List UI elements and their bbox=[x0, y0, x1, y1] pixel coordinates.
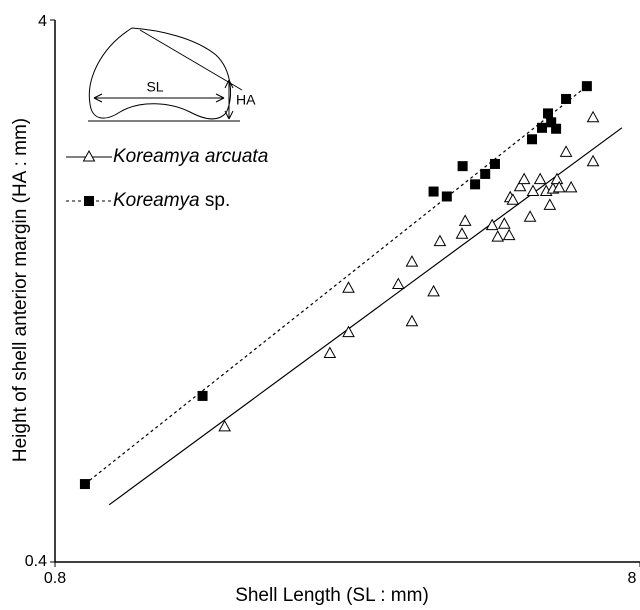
trend-line bbox=[108, 127, 623, 506]
data-point bbox=[405, 255, 419, 267]
data-point bbox=[480, 168, 491, 179]
data-point bbox=[564, 180, 578, 193]
trend-line bbox=[84, 85, 588, 485]
data-point bbox=[586, 110, 600, 123]
data-point bbox=[428, 186, 439, 197]
data-point bbox=[543, 198, 557, 210]
legend-label: Koreamya arcuata bbox=[113, 146, 268, 167]
legend-marker bbox=[82, 149, 96, 162]
data-point bbox=[79, 479, 90, 490]
data-point bbox=[586, 154, 600, 167]
data-point bbox=[523, 210, 537, 222]
x-axis-title: Shell Length (SL : mm) bbox=[235, 585, 429, 606]
data-point bbox=[506, 193, 520, 205]
data-point bbox=[489, 158, 500, 169]
legend-marker bbox=[84, 196, 94, 206]
data-point bbox=[323, 346, 337, 358]
inset-label: SL bbox=[146, 79, 163, 95]
sl-arrowheads bbox=[93, 93, 225, 103]
legend-label: Koreamya sp. bbox=[113, 190, 230, 211]
data-point bbox=[455, 227, 469, 239]
data-point bbox=[441, 191, 452, 202]
data-point bbox=[485, 218, 499, 231]
data-point bbox=[513, 179, 527, 192]
data-point bbox=[458, 214, 472, 226]
data-point bbox=[517, 172, 531, 185]
data-point bbox=[457, 161, 468, 172]
inset-diagram bbox=[88, 27, 243, 122]
data-point bbox=[537, 122, 548, 133]
data-point bbox=[342, 325, 355, 338]
data-point bbox=[546, 117, 557, 128]
data-point bbox=[552, 180, 566, 193]
x-tick-label: 0.8 bbox=[44, 570, 66, 587]
y-tick-label: 4 bbox=[38, 13, 47, 30]
data-point bbox=[551, 123, 562, 134]
data-point bbox=[470, 179, 481, 190]
y-tick-label: 0.4 bbox=[25, 553, 47, 570]
data-point bbox=[581, 81, 592, 92]
tangent-line bbox=[139, 29, 243, 91]
data-point bbox=[543, 108, 554, 119]
data-point bbox=[391, 277, 405, 290]
data-point bbox=[342, 281, 355, 293]
data-point bbox=[197, 390, 208, 401]
data-point bbox=[533, 172, 547, 185]
data-point bbox=[550, 172, 564, 185]
data-point bbox=[502, 228, 516, 241]
data-point bbox=[491, 230, 505, 242]
data-point bbox=[433, 234, 447, 247]
ha-arrowheads bbox=[224, 79, 234, 120]
inset-label: HA bbox=[236, 92, 256, 108]
data-point bbox=[405, 314, 419, 327]
data-point bbox=[559, 145, 573, 157]
data-point bbox=[497, 217, 511, 229]
data-point bbox=[526, 184, 540, 197]
x-tick-label: 8 bbox=[628, 570, 637, 587]
shell-outline bbox=[88, 27, 232, 120]
data-point bbox=[561, 93, 572, 104]
data-point bbox=[527, 134, 538, 145]
data-point bbox=[218, 419, 232, 432]
y-axis-title: Height of shell anterior margin (HA : mm… bbox=[10, 118, 31, 462]
data-point bbox=[427, 284, 440, 297]
